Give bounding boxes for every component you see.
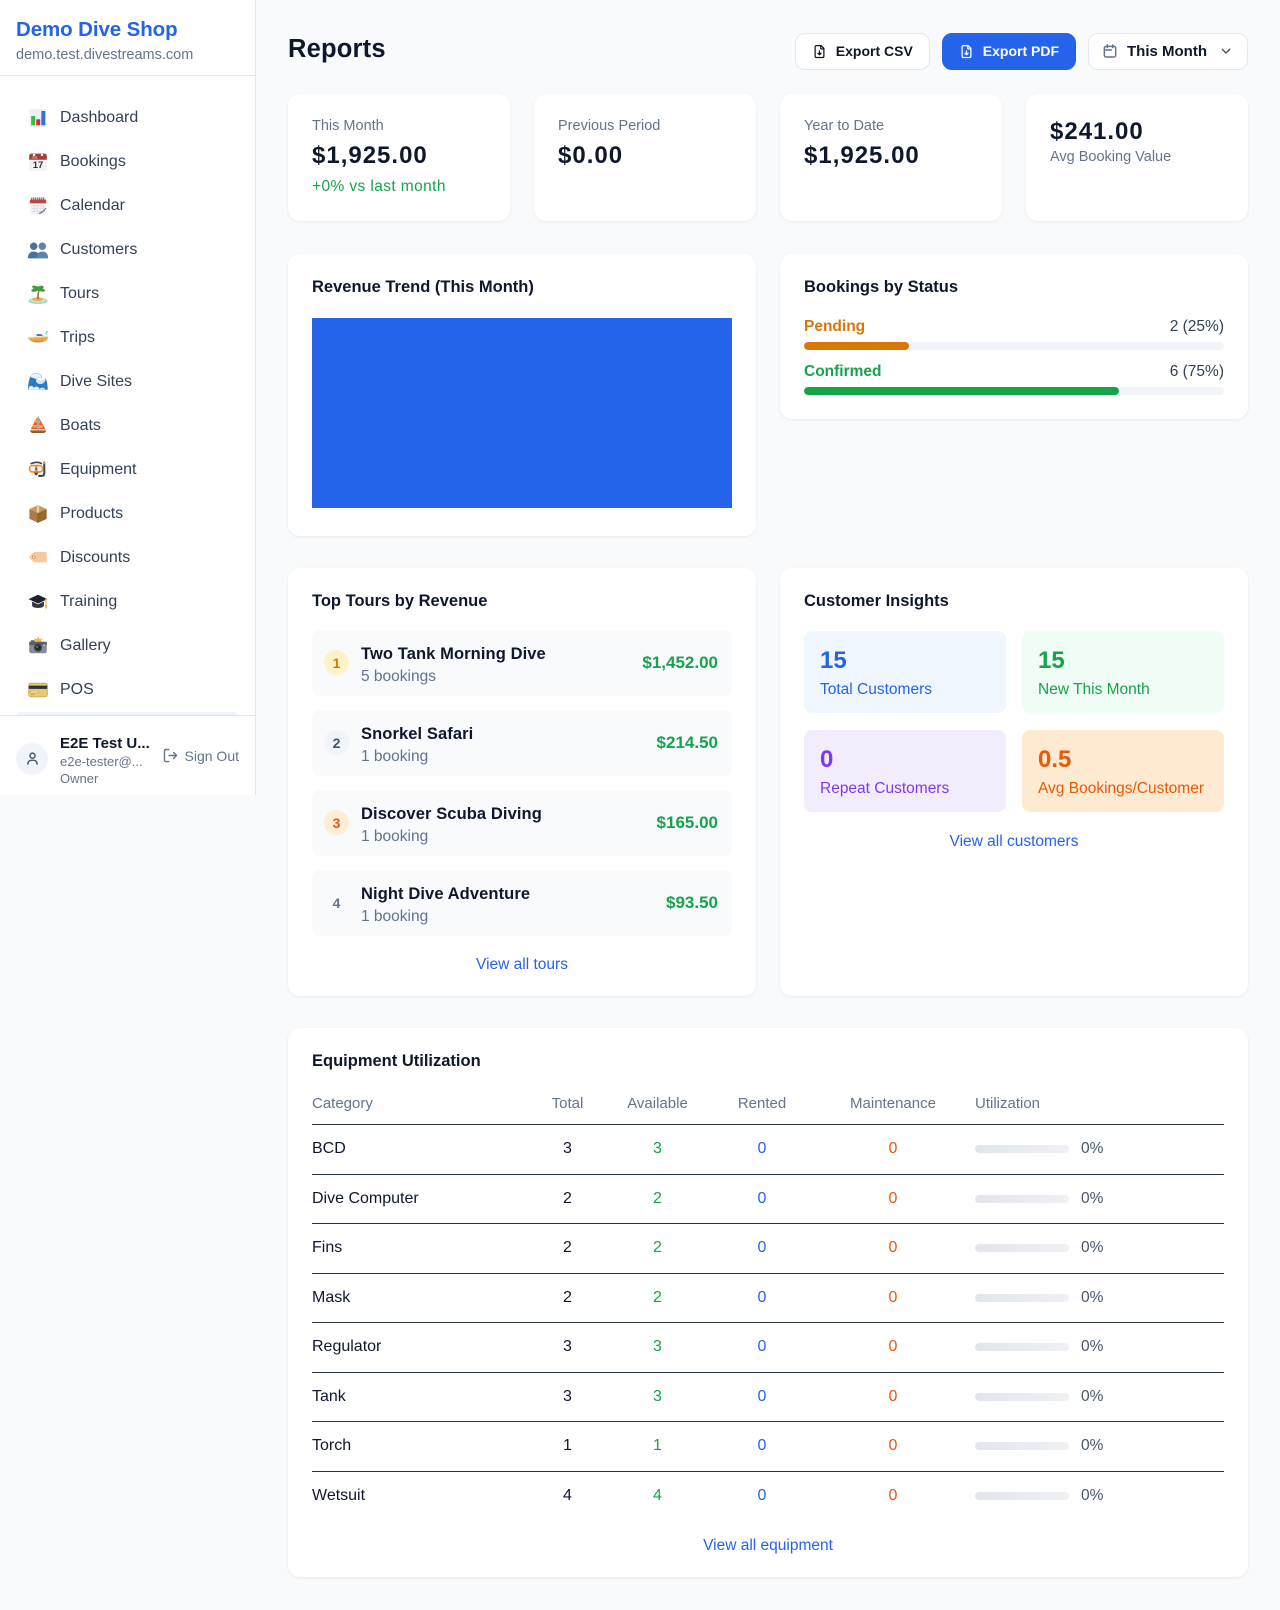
svg-text:JUL: JUL	[32, 155, 39, 159]
svg-text:17: 17	[33, 160, 44, 171]
